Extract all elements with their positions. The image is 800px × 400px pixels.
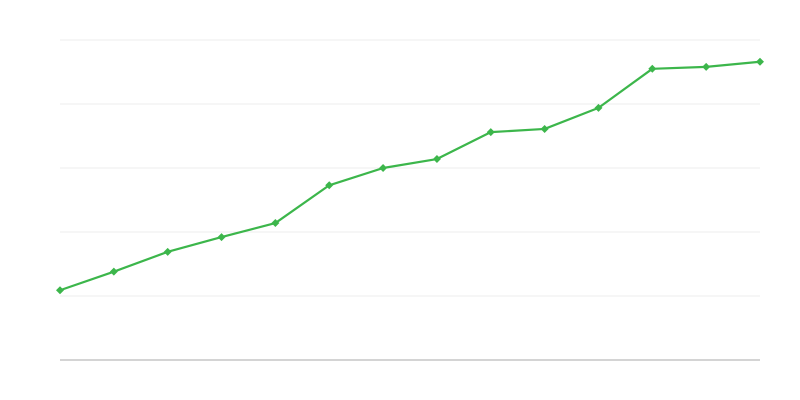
series-line (59, 60, 761, 292)
data-point-marker (432, 155, 441, 164)
data-point-marker (540, 124, 549, 133)
data-point-marker (648, 64, 657, 73)
data-point-marker (271, 219, 280, 228)
data-point-marker (594, 103, 603, 112)
data-point-marker (486, 128, 495, 137)
data-point-marker (756, 57, 764, 66)
data-point-marker (56, 286, 64, 295)
data-point-marker (163, 247, 172, 256)
data-point-marker (379, 164, 388, 172)
data-point-marker (702, 62, 711, 71)
data-point-marker (217, 233, 226, 242)
data-point-marker (109, 267, 118, 276)
data-point-marker (325, 181, 334, 190)
